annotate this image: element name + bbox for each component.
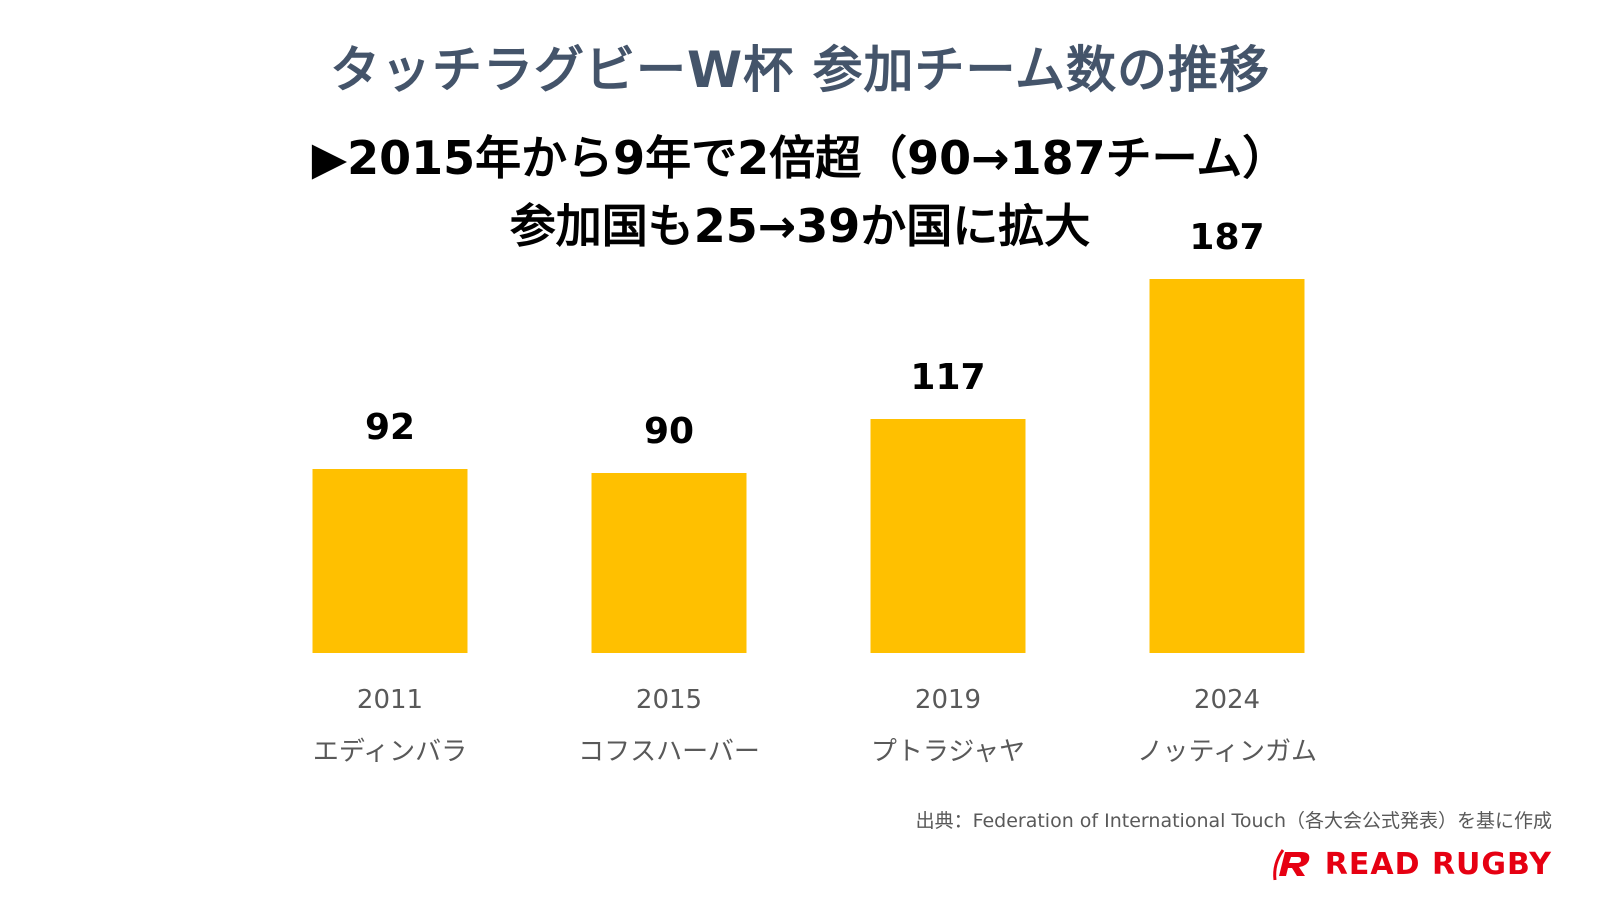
x-tick-venue: ノッティンガム [1137,737,1317,767]
bar-2024 [1149,279,1305,653]
x-tick-year: 2024 [1194,685,1260,715]
rugby-ball-logo-icon [1272,849,1310,881]
subtitle-line-1: ▶2015年から9年で2倍超（90→187チーム） [311,131,1289,185]
bar-value-label: 92 [365,407,415,448]
page-title: タッチラグビーW杯 参加チーム数の推移 [329,41,1271,99]
bar-value-label: 90 [644,411,694,452]
bar-value-label: 187 [1189,217,1264,258]
subtitle-line-2: 参加国も25→39か国に拡大 [509,199,1091,253]
read-rugby-logo: READ RUGBY [1271,846,1552,882]
logo-text: READ RUGBY [1324,846,1552,882]
source-note: 出典：Federation of International Touch（各大会… [915,810,1552,832]
x-tick-venue: コフスハーバー [578,737,760,767]
x-tick-year: 2019 [915,685,981,715]
x-tick-year: 2011 [357,685,423,715]
x-tick-year: 2015 [636,685,702,715]
bar-2011 [312,469,468,653]
bar-2019 [870,419,1026,653]
x-tick-venue: プトラジャヤ [871,737,1025,767]
x-tick-venue: エディンバラ [313,737,467,767]
bar-2015 [591,473,747,653]
bar-value-label: 117 [910,357,985,398]
